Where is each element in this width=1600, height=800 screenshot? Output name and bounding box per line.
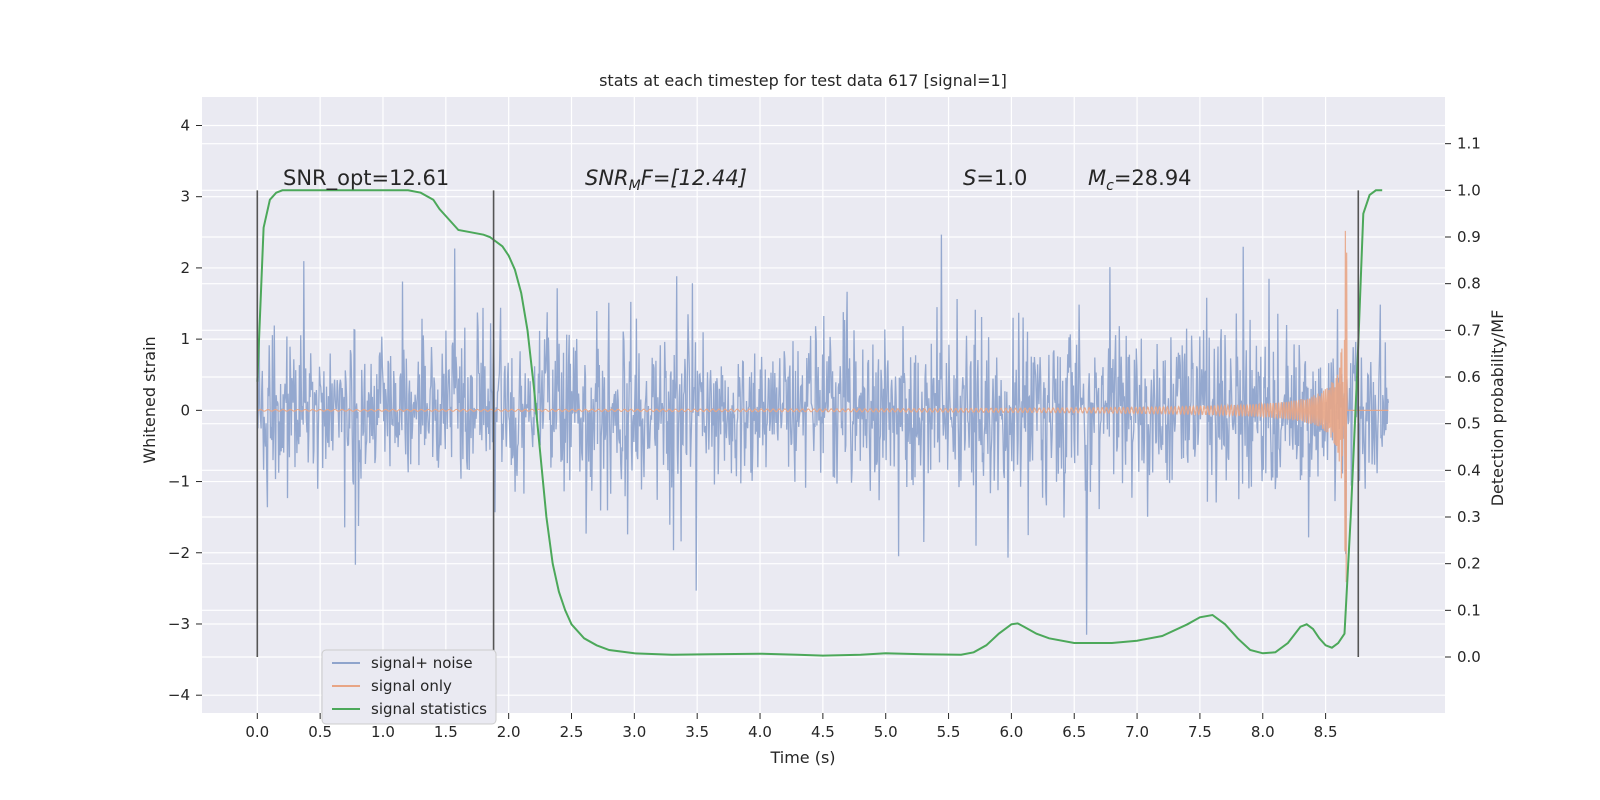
y-left-tick-label: −2 [168,544,190,562]
y-left-tick-label: 0 [180,401,190,419]
y-right-tick-label: 0.4 [1457,461,1481,479]
x-tick-label: 0.5 [308,723,332,741]
y-right-tick-label: 0.9 [1457,228,1481,246]
x-tick-label: 3.5 [685,723,709,741]
y-right-tick-label: 0.6 [1457,368,1481,386]
x-tick-label: 4.5 [811,723,835,741]
x-tick-label: 2.0 [497,723,521,741]
x-tick-label: 8.0 [1251,723,1275,741]
mc-value: =28.94 [1114,166,1192,190]
legend: signal+ noise signal only signal statist… [321,649,497,725]
snr-mf-subscript: M [629,178,641,194]
signal-only-line [257,230,1389,583]
y-left-tick-label: −3 [168,615,190,633]
x-tick-label: 6.5 [1062,723,1086,741]
signal-noise-series [256,234,1390,635]
snr-mf-rest: F=[12.44] [641,166,747,190]
x-tick-label: 3.0 [622,723,646,741]
chart-title: stats at each timestep for test data 617… [599,71,1007,90]
x-tick-label: 5.0 [874,723,898,741]
x-tick-label: 7.0 [1125,723,1149,741]
y-right-tick-label: 0.8 [1457,275,1481,293]
x-axis-ticks: 0.0 0.5 1.0 1.5 2.0 2.5 3.0 3.5 4.0 4.5 5.0 5.5 6.0 6… [245,713,1338,741]
y-left-tick-label: 1 [180,330,190,348]
y-left-tick-label: 4 [180,116,190,134]
y-right-tick-label: 0.3 [1457,508,1481,526]
y-right-tick-label: 1.0 [1457,181,1481,199]
snr-mf-annotation: SNRMF=[12.44] [585,166,747,194]
x-axis-label: Time (s) [769,748,835,767]
y-right-tick-label: 0.0 [1457,648,1481,666]
y-right-tick-label: 0.2 [1457,555,1481,573]
snr-opt-annotation: SNR_opt=12.61 [283,166,449,191]
y-left-tick-label: −1 [168,473,190,491]
x-tick-label: 6.0 [999,723,1023,741]
y-left-axis-label: Whitened strain [140,336,159,463]
y-left-tick-label: 2 [180,259,190,277]
x-tick-label: 2.5 [560,723,584,741]
y-left-tick-label: −4 [168,686,190,704]
legend-label-signal-statistics: signal statistics [371,700,487,718]
s-variable: S [963,166,976,190]
y-right-tick-label: 0.5 [1457,415,1481,433]
y-right-axis-ticks: 1.1 1.0 0.9 0.8 0.7 0.6 0.5 0.4 0.3 0.2 0.1 0.0 [1445,135,1481,666]
mc-variable: M [1088,166,1106,190]
vertical-markers [256,190,1360,657]
signal-only-series [257,230,1389,583]
s-value: =1.0 [976,166,1027,190]
y-right-tick-label: 0.1 [1457,601,1481,619]
y-right-tick-label: 1.1 [1457,135,1481,153]
x-tick-label: 0.0 [245,723,269,741]
signal-noise-line [256,234,1390,635]
y-left-tick-label: 3 [180,188,190,206]
mc-annotation: Mc=28.94 [1088,166,1192,194]
s-annotation: S=1.0 [963,166,1027,190]
legend-label-signal-only: signal only [371,677,452,695]
snr-mf-main: SNR [585,166,629,190]
y-left-axis-ticks: 4 3 2 1 0 −1 −2 −3 −4 [168,116,202,704]
legend-box [321,649,497,725]
x-tick-label: 5.5 [937,723,961,741]
x-tick-label: 1.0 [371,723,395,741]
x-tick-label: 7.5 [1188,723,1212,741]
y-right-tick-label: 0.7 [1457,321,1481,339]
x-tick-label: 1.5 [434,723,458,741]
x-tick-label: 4.0 [748,723,772,741]
mc-subscript: c [1106,178,1114,194]
x-tick-label: 8.5 [1314,723,1338,741]
y-right-axis-label: Detection probability/MF [1488,310,1507,507]
legend-label-signal-noise: signal+ noise [371,654,473,672]
signal-statistics-series [256,189,1383,657]
